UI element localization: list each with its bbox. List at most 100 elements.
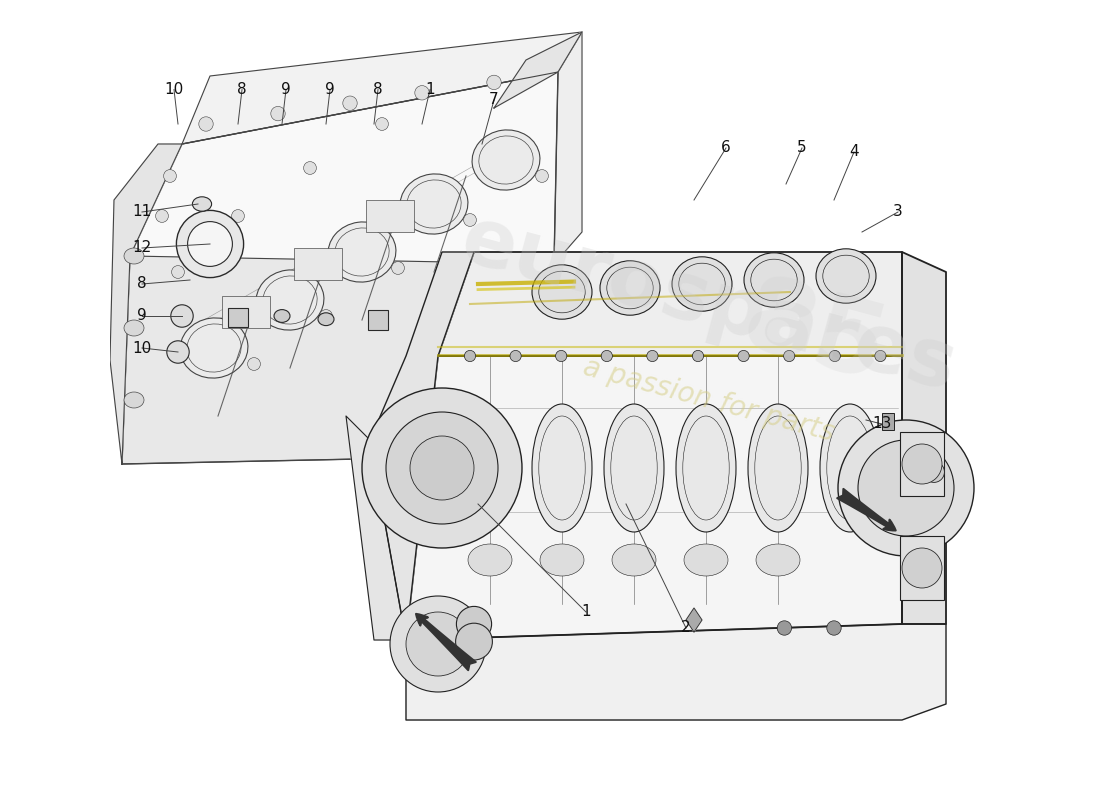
Text: 13: 13: [872, 417, 892, 431]
Circle shape: [783, 350, 795, 362]
Circle shape: [464, 350, 475, 362]
Text: 85: 85: [732, 269, 896, 403]
Circle shape: [838, 420, 974, 556]
Circle shape: [232, 210, 244, 222]
Circle shape: [155, 210, 168, 222]
Circle shape: [167, 341, 189, 363]
Polygon shape: [554, 32, 582, 264]
Polygon shape: [438, 252, 902, 356]
Text: 10: 10: [132, 341, 152, 355]
Circle shape: [271, 106, 285, 121]
Ellipse shape: [328, 222, 396, 282]
Text: 3: 3: [893, 205, 903, 219]
Circle shape: [647, 350, 658, 362]
Circle shape: [456, 606, 492, 642]
Circle shape: [829, 350, 840, 362]
Ellipse shape: [676, 404, 736, 532]
Ellipse shape: [256, 270, 323, 330]
Ellipse shape: [756, 544, 800, 576]
Ellipse shape: [180, 318, 248, 378]
Circle shape: [924, 462, 945, 482]
Circle shape: [386, 412, 498, 524]
Text: a passion for parts: a passion for parts: [580, 353, 837, 447]
Circle shape: [406, 612, 470, 676]
Circle shape: [172, 266, 185, 278]
Text: 1: 1: [581, 605, 591, 619]
Bar: [882, 413, 894, 430]
Text: 6: 6: [722, 141, 730, 155]
Ellipse shape: [540, 544, 584, 576]
Circle shape: [902, 444, 942, 484]
Text: 8: 8: [238, 82, 246, 97]
Circle shape: [320, 310, 332, 322]
Text: 5: 5: [798, 141, 806, 155]
Ellipse shape: [318, 313, 334, 326]
Circle shape: [188, 222, 232, 266]
Bar: [901, 536, 945, 600]
Ellipse shape: [124, 248, 144, 264]
Text: 9: 9: [282, 82, 290, 97]
Circle shape: [164, 170, 176, 182]
Text: 10: 10: [164, 82, 184, 97]
Circle shape: [463, 214, 476, 226]
Ellipse shape: [124, 320, 144, 336]
Circle shape: [874, 350, 886, 362]
Circle shape: [375, 118, 388, 130]
Text: 7: 7: [490, 93, 498, 107]
Text: 8: 8: [138, 277, 146, 291]
Bar: [367, 310, 388, 330]
Polygon shape: [122, 72, 558, 464]
Circle shape: [304, 162, 317, 174]
Text: 8: 8: [373, 82, 383, 97]
Text: 11: 11: [132, 205, 152, 219]
Ellipse shape: [274, 310, 290, 322]
Ellipse shape: [820, 404, 880, 532]
Polygon shape: [370, 252, 474, 640]
Bar: [228, 308, 249, 327]
Ellipse shape: [192, 197, 211, 211]
Circle shape: [778, 621, 792, 635]
Circle shape: [738, 350, 749, 362]
Bar: [294, 248, 342, 280]
Bar: [901, 432, 945, 496]
Ellipse shape: [600, 261, 660, 315]
Circle shape: [362, 388, 522, 548]
Ellipse shape: [400, 174, 468, 234]
Ellipse shape: [532, 265, 592, 319]
Ellipse shape: [672, 257, 732, 311]
Circle shape: [487, 75, 502, 90]
Ellipse shape: [468, 544, 512, 576]
Circle shape: [170, 305, 194, 327]
Circle shape: [510, 350, 521, 362]
Polygon shape: [406, 624, 946, 720]
Ellipse shape: [744, 253, 804, 307]
Circle shape: [556, 350, 566, 362]
Circle shape: [827, 621, 842, 635]
Circle shape: [390, 596, 486, 692]
Polygon shape: [406, 356, 902, 640]
Circle shape: [248, 358, 261, 370]
Text: 9: 9: [326, 82, 334, 97]
Ellipse shape: [748, 404, 808, 532]
Circle shape: [692, 350, 704, 362]
Text: eurospares: eurospares: [452, 200, 965, 408]
Polygon shape: [110, 144, 182, 464]
Polygon shape: [122, 256, 554, 464]
Circle shape: [902, 548, 942, 588]
Bar: [222, 296, 270, 328]
Circle shape: [176, 210, 243, 278]
Bar: [366, 200, 414, 232]
Circle shape: [602, 350, 613, 362]
Ellipse shape: [124, 392, 144, 408]
Ellipse shape: [532, 404, 592, 532]
Circle shape: [858, 440, 954, 536]
Circle shape: [392, 262, 405, 274]
Circle shape: [415, 86, 429, 100]
Text: 2: 2: [681, 621, 691, 635]
Text: 12: 12: [132, 241, 152, 255]
Polygon shape: [494, 32, 582, 108]
Polygon shape: [686, 608, 702, 632]
Text: 4: 4: [849, 145, 859, 159]
Text: 9: 9: [138, 309, 147, 323]
Circle shape: [410, 436, 474, 500]
